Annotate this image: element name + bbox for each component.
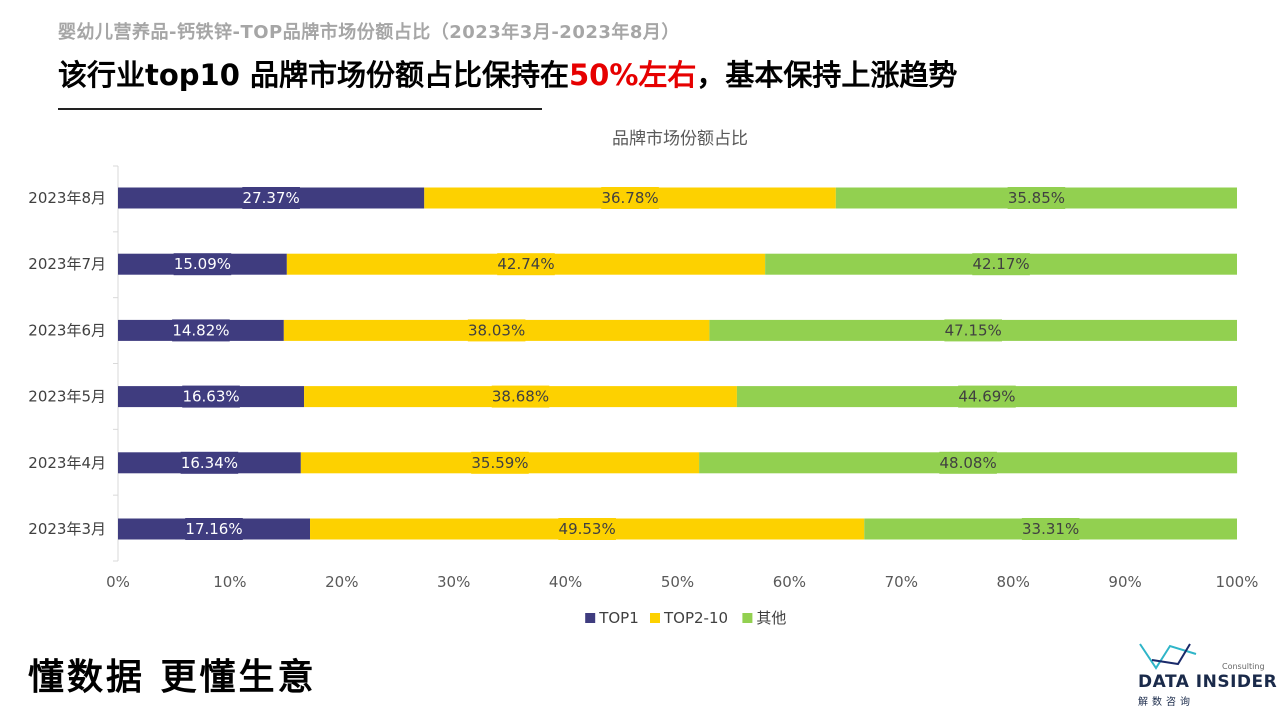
y-category-label: 2023年3月 <box>28 520 106 538</box>
data-label-bg <box>601 187 659 209</box>
x-tick-label: 10% <box>213 573 246 591</box>
chart-title: 品牌市场份额占比 <box>612 129 748 149</box>
title-underline <box>58 108 542 110</box>
data-label: 15.09% <box>174 255 231 273</box>
data-label-bg <box>1007 187 1066 209</box>
data-label: 27.37% <box>243 189 300 207</box>
y-category-label: 2023年4月 <box>28 454 106 472</box>
data-label: 35.85% <box>1008 189 1065 207</box>
x-tick-label: 30% <box>437 573 470 591</box>
report-subtitle: 婴幼儿营养品-钙铁锌-TOP品牌市场份额占比（2023年3月-2023年8月） <box>58 22 680 43</box>
x-tick-label: 90% <box>1108 573 1141 591</box>
data-label: 47.15% <box>945 321 1002 339</box>
data-label-bg <box>185 518 243 540</box>
data-label: 48.08% <box>940 454 997 472</box>
data-label-bg <box>944 319 1002 342</box>
x-tick-label: 40% <box>549 573 582 591</box>
legend-swatch <box>585 613 596 623</box>
data-label-bg <box>558 518 616 540</box>
x-tick-label: 100% <box>1216 573 1259 591</box>
y-category-label: 2023年7月 <box>28 255 106 273</box>
logo-consulting: Consulting <box>1222 662 1265 671</box>
data-label: 42.17% <box>972 255 1029 273</box>
data-label: 49.53% <box>559 520 616 538</box>
y-category-label: 2023年5月 <box>28 388 106 406</box>
data-label-bg <box>172 319 230 342</box>
data-label-bg <box>497 253 555 276</box>
data-label: 16.34% <box>181 454 238 472</box>
data-label: 17.16% <box>185 520 242 538</box>
x-tick-label: 0% <box>106 573 130 591</box>
legend-label: 其他 <box>756 609 786 627</box>
x-tick-label: 70% <box>885 573 918 591</box>
logo-brand-cn: 解数咨询 <box>1138 697 1194 708</box>
data-label-bg <box>939 451 997 474</box>
data-label: 33.31% <box>1022 520 1079 538</box>
logo-brand: DATA INSIDER <box>1138 672 1278 692</box>
data-label: 42.74% <box>497 255 554 273</box>
logo-mark-icon <box>1139 643 1197 670</box>
headline-accent: 50%左右 <box>569 58 697 92</box>
market-share-chart: 0% 10% 20% 30% 40% 50% 60% 70% 80% 90% 100% 2023年8月… <box>28 165 1259 627</box>
data-label: 44.69% <box>958 388 1015 406</box>
data-label-bg <box>182 385 240 408</box>
legend-swatch <box>742 613 753 623</box>
x-tick-label: 60% <box>773 573 806 591</box>
data-label: 14.82% <box>172 321 229 339</box>
data-label-bg <box>958 385 1016 408</box>
data-label-bg <box>467 319 526 342</box>
data-label-bg <box>491 385 550 408</box>
chart-title-row: 品牌市场份额占比 <box>0 124 1280 149</box>
y-category-label: 2023年8月 <box>28 189 106 207</box>
data-insider-logo: Consulting DATA INSIDER 解数咨询 <box>1128 636 1277 716</box>
data-label: 16.63% <box>182 388 239 406</box>
x-tick-label: 80% <box>997 573 1030 591</box>
data-label-bg <box>1021 518 1080 540</box>
headline-text: 该行业top10 品牌市场份额占比保持在 <box>58 58 569 92</box>
headline-text-end: ，基本保持上涨趋势 <box>696 58 958 92</box>
slogan: 懂数据 更懂生意 <box>28 657 317 698</box>
data-label-bg <box>471 451 529 474</box>
data-label-bg <box>173 253 232 276</box>
data-label: 35.59% <box>471 454 528 472</box>
page-headline: 该行业top10 品牌市场份额占比保持在50%左右，基本保持上涨趋势 <box>58 52 957 94</box>
legend-label: TOP1 <box>598 609 639 627</box>
data-label: 38.03% <box>468 321 525 339</box>
data-label-bg <box>180 451 239 474</box>
data-label-bg <box>972 253 1030 276</box>
legend-label: TOP2-10 <box>663 609 728 627</box>
x-tick-label: 50% <box>661 573 694 591</box>
data-label-bg <box>242 187 300 209</box>
legend-swatch <box>650 613 660 623</box>
data-label: 38.68% <box>492 388 549 406</box>
y-category-label: 2023年6月 <box>28 321 106 339</box>
x-tick-label: 20% <box>325 573 358 591</box>
data-label: 36.78% <box>601 189 658 207</box>
